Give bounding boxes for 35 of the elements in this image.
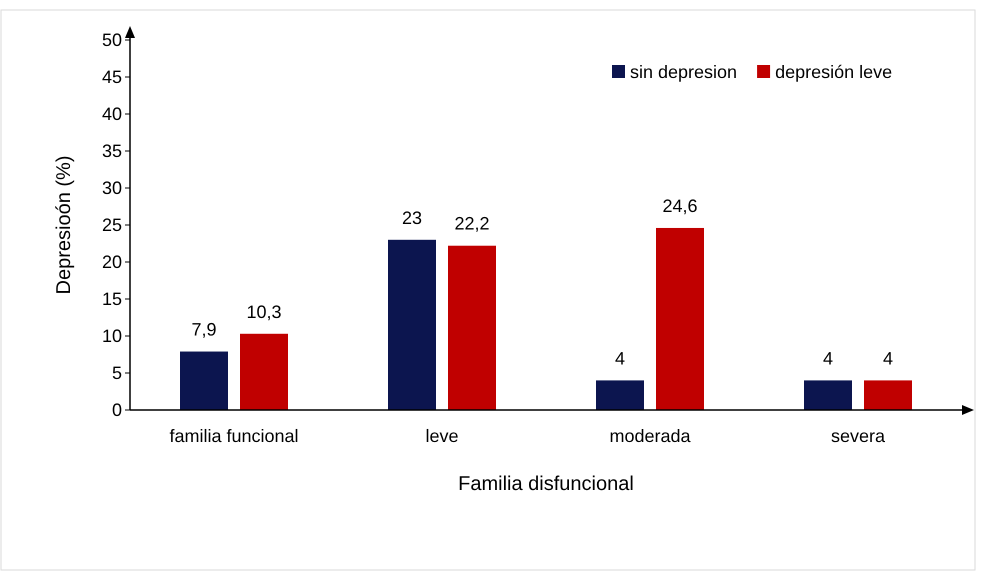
- y-tick-label: 35: [102, 140, 122, 161]
- bar: [596, 380, 644, 410]
- y-tick-label: 0: [112, 400, 122, 420]
- y-tick-label: 20: [102, 252, 122, 272]
- y-tick-label: 45: [102, 66, 122, 87]
- bar: [448, 246, 496, 410]
- data-label: 7,9: [191, 320, 217, 340]
- y-tick-label: 30: [102, 178, 122, 198]
- y-tick-label: 25: [102, 214, 122, 235]
- bar: [240, 334, 288, 410]
- y-tick-label: 10: [102, 326, 122, 346]
- data-label: 4: [882, 348, 894, 368]
- y-tick-label: 5: [112, 362, 122, 383]
- legend-label: sin depresion: [630, 62, 738, 82]
- bar: [804, 380, 852, 410]
- x-tick-label: leve: [425, 426, 459, 446]
- data-label: 4: [822, 348, 834, 368]
- y-tick-label: 15: [102, 288, 122, 309]
- bar: [864, 380, 912, 410]
- bar: [388, 240, 436, 410]
- bar: [656, 228, 704, 410]
- legend-label: depresión leve: [775, 62, 892, 82]
- y-tick-label: 40: [102, 104, 122, 124]
- data-label: 23: [402, 208, 422, 228]
- x-tick-label: familia funcional: [169, 426, 299, 446]
- x-tick-label: moderada: [609, 426, 692, 446]
- data-label: 24,6: [662, 196, 698, 216]
- data-label: 10,3: [246, 302, 282, 322]
- data-label: 22,2: [454, 214, 490, 234]
- x-axis-title: Familia disfuncional: [458, 473, 634, 495]
- data-label: 4: [614, 348, 626, 368]
- x-tick-label: severa: [830, 426, 886, 446]
- y-tick-label: 50: [102, 30, 122, 50]
- bar: [180, 352, 228, 410]
- y-axis-title: Depresioón (%): [53, 156, 75, 294]
